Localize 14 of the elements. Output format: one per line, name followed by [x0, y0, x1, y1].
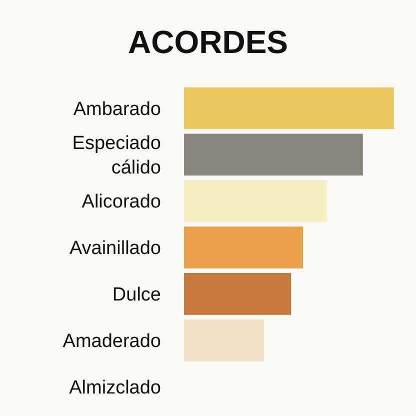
y-tick-label: Amaderado — [62, 331, 161, 352]
y-tick-label: Alicorado — [82, 192, 161, 213]
y-tick-label: Especiado cálido — [72, 132, 161, 179]
bar — [184, 87, 394, 130]
y-tick-label: Avainillado — [69, 238, 161, 260]
bar — [184, 226, 304, 268]
bar — [184, 180, 328, 222]
chart-title: ACORDES — [128, 24, 288, 60]
y-tick-label: Ambarado — [73, 98, 161, 120]
bar — [184, 319, 264, 362]
bar — [184, 273, 292, 315]
y-tick-label: Dulce — [112, 284, 161, 306]
y-tick-label: Almizclado — [69, 377, 161, 398]
bar — [184, 134, 363, 176]
